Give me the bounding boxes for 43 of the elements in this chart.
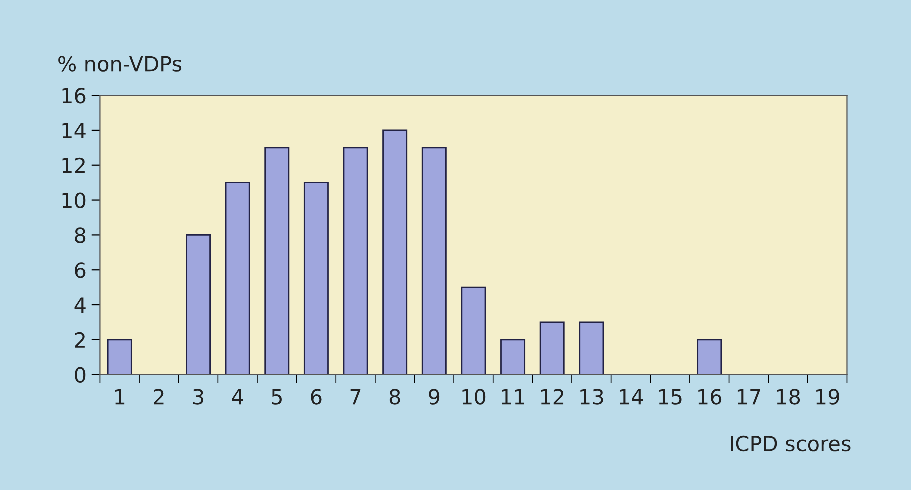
- y-tick-label: 8: [75, 228, 86, 244]
- x-tick-label: 18: [777, 389, 800, 405]
- bar: [186, 234, 211, 375]
- x-tick-label: 15: [659, 389, 682, 405]
- bar: [382, 130, 408, 375]
- bar: [422, 147, 447, 375]
- y-tick-label: 0: [75, 367, 86, 384]
- x-tick-label: 17: [738, 389, 760, 405]
- x-tick-label: 7: [350, 389, 361, 405]
- bar: [461, 286, 486, 375]
- y-tick-label: 14: [62, 123, 86, 138]
- y-axis-title: % non-VDPs: [58, 56, 182, 72]
- bar: [579, 322, 604, 375]
- y-tick-label: 6: [75, 262, 86, 278]
- y-tick-label: 12: [62, 158, 85, 174]
- x-tick-label: 11: [502, 389, 524, 405]
- x-tick-label: 4: [232, 389, 244, 405]
- y-tick-label: 10: [62, 192, 86, 208]
- bar: [225, 182, 250, 375]
- x-tick-label: 10: [462, 389, 486, 405]
- x-tick-label: 13: [580, 389, 604, 405]
- x-tick-label: 12: [541, 389, 564, 405]
- bar: [107, 339, 132, 375]
- bar: [264, 147, 290, 375]
- x-tick-label: 6: [311, 389, 322, 405]
- y-tick-label: 4: [74, 298, 86, 313]
- bar: [540, 322, 565, 375]
- x-tick-label: 8: [390, 389, 400, 405]
- x-tick-label: 5: [272, 389, 282, 405]
- x-tick-label: 1: [116, 389, 125, 405]
- bar: [697, 339, 722, 375]
- x-tick-label: 19: [816, 389, 840, 405]
- bar: [304, 182, 329, 375]
- x-axis-title: ICPD scores: [731, 436, 851, 452]
- x-tick-label: 14: [620, 389, 644, 405]
- x-tick-label: 2: [154, 389, 164, 405]
- y-tick-label: 16: [62, 88, 86, 104]
- bar: [343, 147, 368, 375]
- x-tick-label: 9: [429, 389, 440, 405]
- y-tick-label: 2: [75, 332, 85, 348]
- x-tick-label: 3: [193, 389, 204, 405]
- bar: [500, 339, 526, 375]
- x-tick-label: 16: [698, 389, 722, 405]
